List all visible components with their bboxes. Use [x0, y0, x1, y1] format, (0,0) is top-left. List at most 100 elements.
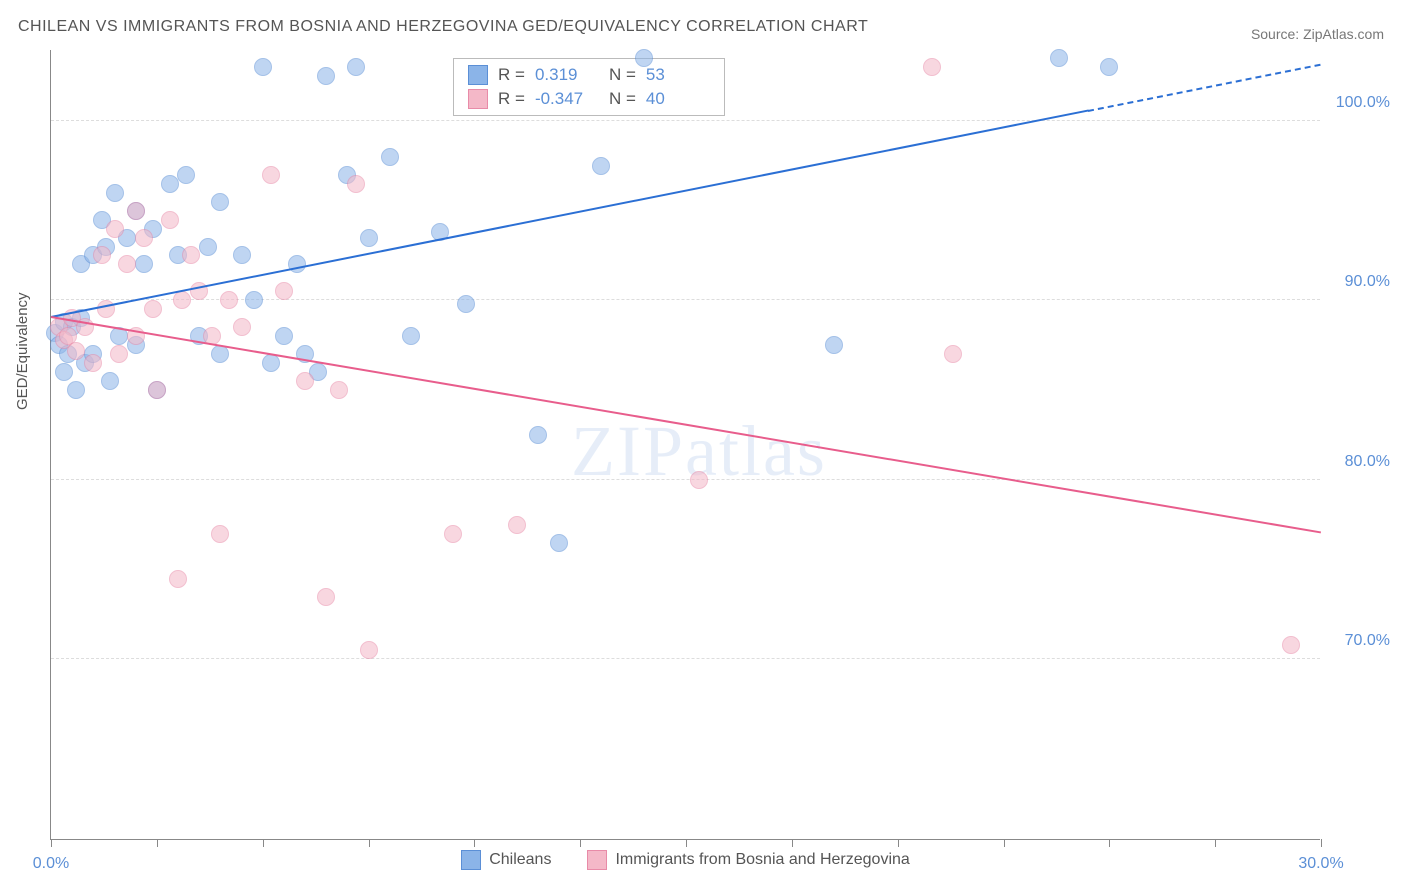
- data-point: [262, 354, 280, 372]
- legend-r-label: R =: [498, 65, 525, 85]
- legend-r-label: R =: [498, 89, 525, 109]
- data-point: [169, 570, 187, 588]
- data-point: [67, 342, 85, 360]
- x-tick-label: 0.0%: [33, 855, 69, 873]
- y-axis-label: GED/Equivalency: [14, 292, 31, 410]
- legend-label: Immigrants from Bosnia and Herzegovina: [615, 851, 909, 869]
- data-point: [690, 471, 708, 489]
- x-tick: [1109, 839, 1110, 847]
- gridline: [51, 658, 1320, 659]
- data-point: [275, 282, 293, 300]
- y-tick-label: 80.0%: [1345, 453, 1390, 471]
- data-point: [127, 202, 145, 220]
- data-point: [245, 291, 263, 309]
- x-tick-label: 30.0%: [1298, 855, 1343, 873]
- trend-line-extrapolated: [1088, 64, 1321, 112]
- legend-swatch: [461, 850, 481, 870]
- data-point: [220, 291, 238, 309]
- data-point: [923, 58, 941, 76]
- data-point: [347, 58, 365, 76]
- legend-r-value: 0.319: [535, 65, 599, 85]
- data-point: [93, 246, 111, 264]
- data-point: [1050, 49, 1068, 67]
- legend-r-value: -0.347: [535, 89, 599, 109]
- legend-n-value: 53: [646, 65, 710, 85]
- x-tick: [51, 839, 52, 847]
- legend-swatch: [468, 89, 488, 109]
- data-point: [360, 641, 378, 659]
- x-tick: [898, 839, 899, 847]
- data-point: [296, 372, 314, 390]
- x-tick: [1004, 839, 1005, 847]
- data-point: [106, 220, 124, 238]
- legend-item: Immigrants from Bosnia and Herzegovina: [587, 850, 909, 870]
- chart-title: CHILEAN VS IMMIGRANTS FROM BOSNIA AND HE…: [18, 18, 868, 36]
- data-point: [529, 426, 547, 444]
- data-point: [275, 327, 293, 345]
- data-point: [161, 211, 179, 229]
- source-attribution: Source: ZipAtlas.com: [1251, 26, 1384, 42]
- data-point: [135, 229, 153, 247]
- data-point: [148, 381, 166, 399]
- trend-line: [51, 316, 1321, 533]
- data-point: [330, 381, 348, 399]
- scatter-plot: ZIPatlas R =0.319N =53R =-0.347N =40 Chi…: [50, 50, 1320, 840]
- data-point: [211, 525, 229, 543]
- data-point: [106, 184, 124, 202]
- data-point: [173, 291, 191, 309]
- y-tick-label: 100.0%: [1336, 94, 1390, 112]
- data-point: [944, 345, 962, 363]
- data-point: [262, 166, 280, 184]
- data-point: [233, 318, 251, 336]
- data-point: [317, 67, 335, 85]
- x-tick: [580, 839, 581, 847]
- legend-label: Chileans: [489, 851, 551, 869]
- data-point: [550, 534, 568, 552]
- legend-n-label: N =: [609, 89, 636, 109]
- x-tick: [686, 839, 687, 847]
- data-point: [457, 295, 475, 313]
- legend-n-value: 40: [646, 89, 710, 109]
- data-point: [177, 166, 195, 184]
- data-point: [199, 238, 217, 256]
- x-tick: [157, 839, 158, 847]
- data-point: [55, 363, 73, 381]
- correlation-legend: R = 0.319 N = 53R = -0.347 N = 40: [453, 58, 725, 116]
- data-point: [1282, 636, 1300, 654]
- x-tick: [474, 839, 475, 847]
- gridline: [51, 479, 1320, 480]
- data-point: [182, 246, 200, 264]
- data-point: [402, 327, 420, 345]
- data-point: [161, 175, 179, 193]
- data-point: [110, 345, 128, 363]
- data-point: [101, 372, 119, 390]
- x-tick: [1215, 839, 1216, 847]
- data-point: [67, 381, 85, 399]
- gridline: [51, 120, 1320, 121]
- data-point: [84, 354, 102, 372]
- data-point: [288, 255, 306, 273]
- data-point: [118, 255, 136, 273]
- data-point: [347, 175, 365, 193]
- data-point: [381, 148, 399, 166]
- y-tick-label: 70.0%: [1345, 632, 1390, 650]
- legend-row: R = -0.347 N = 40: [468, 87, 710, 111]
- legend-row: R =0.319N =53: [468, 63, 710, 87]
- x-tick: [369, 839, 370, 847]
- data-point: [254, 58, 272, 76]
- data-point: [233, 246, 251, 264]
- series-legend: Chileans Immigrants from Bosnia and Herze…: [51, 850, 1320, 875]
- legend-swatch: [587, 850, 607, 870]
- x-tick: [792, 839, 793, 847]
- data-point: [635, 49, 653, 67]
- trend-line: [51, 110, 1089, 318]
- legend-item: Chileans: [461, 850, 551, 870]
- x-tick: [263, 839, 264, 847]
- data-point: [592, 157, 610, 175]
- data-point: [444, 525, 462, 543]
- data-point: [317, 588, 335, 606]
- gridline: [51, 299, 1320, 300]
- data-point: [1100, 58, 1118, 76]
- y-tick-label: 90.0%: [1345, 273, 1390, 291]
- data-point: [360, 229, 378, 247]
